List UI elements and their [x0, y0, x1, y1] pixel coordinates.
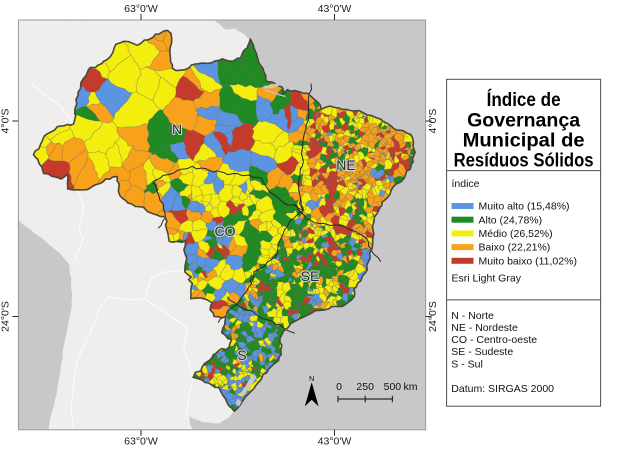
svg-text:Datum: SIRGAS 2000: Datum: SIRGAS 2000	[451, 383, 554, 395]
svg-text:Baixo (22,21%): Baixo (22,21%)	[479, 242, 551, 254]
svg-text:Alto (24,78%): Alto (24,78%)	[479, 214, 543, 226]
svg-text:Muito alto (15,48%): Muito alto (15,48%)	[479, 201, 570, 213]
svg-text:Esri Light Gray: Esri Light Gray	[452, 273, 522, 285]
svg-text:Governança: Governança	[467, 110, 580, 131]
svg-text:N: N	[309, 374, 314, 383]
svg-text:Índice de: Índice de	[487, 89, 561, 111]
svg-text:NE - Nordeste: NE - Nordeste	[451, 322, 518, 334]
svg-text:63°0'W: 63°0'W	[124, 436, 158, 448]
svg-text:CO: CO	[215, 223, 236, 239]
svg-text:63°0'W: 63°0'W	[124, 3, 158, 15]
svg-text:índice: índice	[452, 178, 480, 190]
svg-text:S: S	[237, 347, 246, 363]
svg-text:SE: SE	[301, 268, 320, 284]
svg-text:Médio (26,52%): Médio (26,52%)	[479, 228, 553, 240]
svg-text:S - Sul: S - Sul	[451, 358, 483, 370]
svg-text:4°0'S: 4°0'S	[0, 109, 12, 134]
svg-text:500: 500	[384, 381, 402, 393]
svg-text:24°0'S: 24°0'S	[0, 301, 12, 332]
svg-text:Muito baixo (11,02%): Muito baixo (11,02%)	[479, 255, 577, 267]
svg-text:Municipal de: Municipal de	[463, 130, 585, 151]
svg-text:N: N	[172, 121, 182, 137]
svg-text:km: km	[404, 381, 418, 393]
svg-text:Resíduos Sólidos: Resíduos Sólidos	[454, 151, 594, 172]
svg-text:43°0'W: 43°0'W	[318, 436, 352, 448]
svg-text:N - Norte: N - Norte	[451, 310, 494, 322]
svg-text:CO - Centro-oeste: CO - Centro-oeste	[451, 334, 537, 346]
svg-text:4°0'S: 4°0'S	[427, 109, 439, 134]
svg-text:NE: NE	[336, 157, 355, 173]
svg-text:43°0'W: 43°0'W	[318, 3, 352, 15]
svg-text:0: 0	[336, 381, 342, 393]
svg-text:250: 250	[356, 381, 374, 393]
svg-text:24°0'S: 24°0'S	[427, 301, 439, 332]
svg-text:SE - Sudeste: SE - Sudeste	[451, 346, 513, 358]
